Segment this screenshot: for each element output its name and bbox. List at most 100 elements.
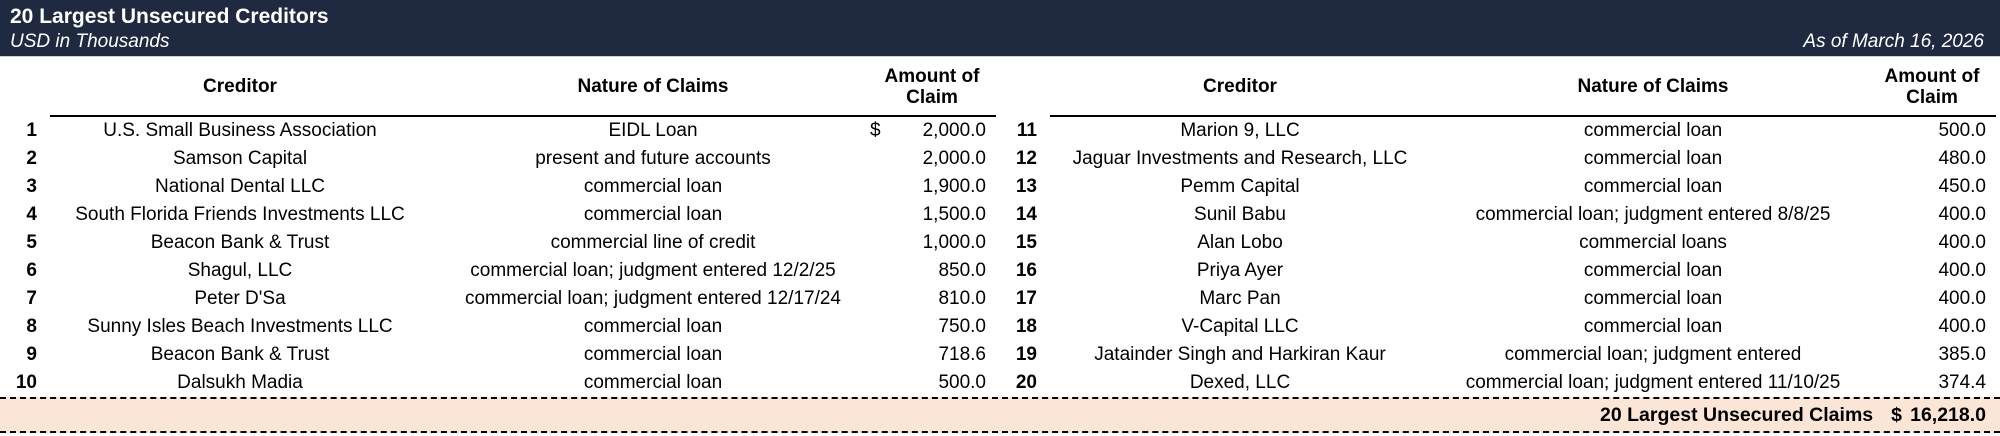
creditor-cell: Samson Capital [172,148,308,169]
creditor-cell: Marion 9, LLC [1180,120,1300,141]
creditors-tables: Creditor Nature of Claims Amount of Clai… [0,57,2000,397]
nature-of-claims-cell: commercial loan [1583,176,1723,197]
amount-cell: 750.0 [938,316,986,337]
amount-cell: 450.0 [1938,176,1986,197]
nature-of-claims-cell: commercial loan [583,316,723,337]
creditor-cell: Alan Lobo [1197,232,1283,253]
amount-cell: 400.0 [1938,232,1986,253]
column-header-creditor: Creditor [203,76,277,97]
row-number: 20 [1015,372,1037,393]
nature-of-claims-cell: commercial loan [1583,148,1723,169]
nature-of-claims-cell: commercial loan [1583,260,1723,281]
amount-cell: 718.6 [938,344,986,365]
row-number: 3 [26,176,37,197]
row-number: 8 [26,316,37,337]
amount-cell: 400.0 [1938,260,1986,281]
table-row: 18 V-Capital LLC commercial loan 400.0 [1000,313,2000,341]
creditor-cell: Beacon Bank & Trust [150,232,330,253]
table-row: 9 Beacon Bank & Trust commercial loan 718.6 [0,341,1000,369]
column-header-amount: Amount of Claim [868,66,1000,108]
nature-of-claims-cell: commercial loan [583,204,723,225]
row-number: 4 [26,204,37,225]
nature-of-claims-cell: commercial loan; judgment entered 8/8/25 [1475,204,1831,225]
creditors-table-left: Creditor Nature of Claims Amount of Clai… [0,57,1000,397]
nature-of-claims-cell: commercial loans [1579,232,1727,253]
amount-cell: 374.4 [1938,372,1986,393]
row-number: 16 [1015,260,1037,281]
row-number: 5 [26,232,37,253]
nature-of-claims-cell: commercial loan [1583,120,1723,141]
as-of-date: As of March 16, 2026 [1803,31,1984,52]
creditor-cell: Marc Pan [1199,288,1281,309]
creditor-cell: Peter D'Sa [194,288,286,309]
creditor-cell: Dalsukh Madia [177,372,303,393]
creditor-cell: Jatainder Singh and Harkiran Kaur [1094,344,1386,365]
nature-of-claims-cell: commercial loan [1583,316,1723,337]
table-row: 11 Marion 9, LLC commercial loan 500.0 [1000,117,2000,145]
table-row: 2 Samson Capital present and future accoun… [0,145,1000,173]
table-row: 6 Shagul, LLC commercial loan; judgment en… [0,257,1000,285]
row-number: 18 [1015,316,1037,337]
amount-cell: 500.0 [938,372,986,393]
amount-cell: 400.0 [1938,204,1986,225]
table-body-right: 11 Marion 9, LLC commercial loan 500.0 12 Jag… [1000,117,2000,397]
amount-cell: 2,000.0 [922,148,986,169]
table-row: 15 Alan Lobo commercial loans 400.0 [1000,229,2000,257]
nature-of-claims-cell: commercial line of credit [550,232,756,253]
nature-of-claims-cell: present and future accounts [535,148,771,169]
column-header-amount: Amount of Claim [1868,66,2000,108]
table-row: 3 National Dental LLC commercial loan 1,900… [0,173,1000,201]
amount-cell: 1,500.0 [922,204,986,225]
row-number: 14 [1015,204,1037,225]
nature-of-claims-cell: commercial loan; judgment entered [1504,344,1802,365]
amount-cell: 500.0 [1938,120,1986,141]
amount-cell: 1,900.0 [922,176,986,197]
row-number: 6 [26,260,37,281]
row-number: 10 [15,372,37,393]
table-row: 10 Dalsukh Madia commercial loan 500.0 [0,369,1000,397]
total-row: 20 Largest Unsecured Claims $ 16,218.0 [1600,404,2000,427]
row-number: 15 [1015,232,1037,253]
column-header-amount-line1: Amount of [884,66,980,87]
table-row: 5 Beacon Bank & Trust commercial line of c… [0,229,1000,257]
table-row: 1 U.S. Small Business Association EIDL Loa… [0,117,1000,145]
row-number: 13 [1015,176,1037,197]
table-row: 16 Priya Ayer commercial loan 400.0 [1000,257,2000,285]
table-row: 19 Jatainder Singh and Harkiran Kaur comme… [1000,341,2000,369]
column-header-amount-line2: Claim [906,87,958,108]
creditor-cell: U.S. Small Business Association [103,120,377,141]
row-number: 11 [1016,120,1037,141]
creditor-cell: Dexed, LLC [1189,372,1291,393]
table-row: 7 Peter D'Sa commercial loan; judgment ent… [0,285,1000,313]
total-label: 20 Largest Unsecured Claims [1600,403,1874,426]
creditor-cell: V-Capital LLC [1181,316,1299,337]
creditor-cell: Sunil Babu [1194,204,1286,225]
report-subtitle: USD in Thousands [10,31,170,52]
nature-of-claims-cell: EIDL Loan [608,120,698,141]
column-header-creditor: Creditor [1203,76,1277,97]
column-header-amount-line1: Amount of [1884,66,1980,87]
creditor-cell: Jaguar Investments and Research, LLC [1072,148,1408,169]
table-row: 17 Marc Pan commercial loan 400.0 [1000,285,2000,313]
amount-cell: 810.0 [938,288,986,309]
nature-of-claims-cell: commercial loan [583,176,723,197]
amount-cell: 480.0 [1938,148,1986,169]
column-header-nature: Nature of Claims [1577,76,1729,97]
creditors-table-right: Creditor Nature of Claims Amount of Clai… [1000,57,2000,397]
creditor-cell: National Dental LLC [154,176,326,197]
row-number: 17 [1015,288,1037,309]
row-number: 1 [26,120,37,141]
row-number: 7 [26,288,37,309]
row-number: 9 [26,344,37,365]
creditor-cell: Sunny Isles Beach Investments LLC [87,316,393,337]
nature-of-claims-cell: commercial loan [583,372,723,393]
table-row: 4 South Florida Friends Investments LLC co… [0,201,1000,229]
table-body-left: 1 U.S. Small Business Association EIDL Loa… [0,117,1000,397]
report-header: 20 Largest Unsecured Creditors USD in Th… [0,0,2000,57]
total-bar: 20 Largest Unsecured Claims $ 16,218.0 [0,397,2000,433]
total-currency-symbol: $ [1891,403,1902,426]
report-subheader-row: USD in Thousands As of March 16, 2026 [10,30,1984,54]
column-header-amount-line2: Claim [1906,87,1958,108]
table-row: 8 Sunny Isles Beach Investments LLC commer… [0,313,1000,341]
